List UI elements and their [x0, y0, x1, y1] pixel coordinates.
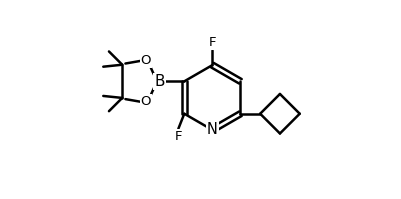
Text: N: N [207, 122, 218, 138]
Text: O: O [141, 95, 151, 108]
Text: F: F [174, 130, 182, 143]
Text: B: B [154, 74, 165, 89]
Text: F: F [209, 36, 216, 49]
Text: O: O [141, 54, 151, 67]
